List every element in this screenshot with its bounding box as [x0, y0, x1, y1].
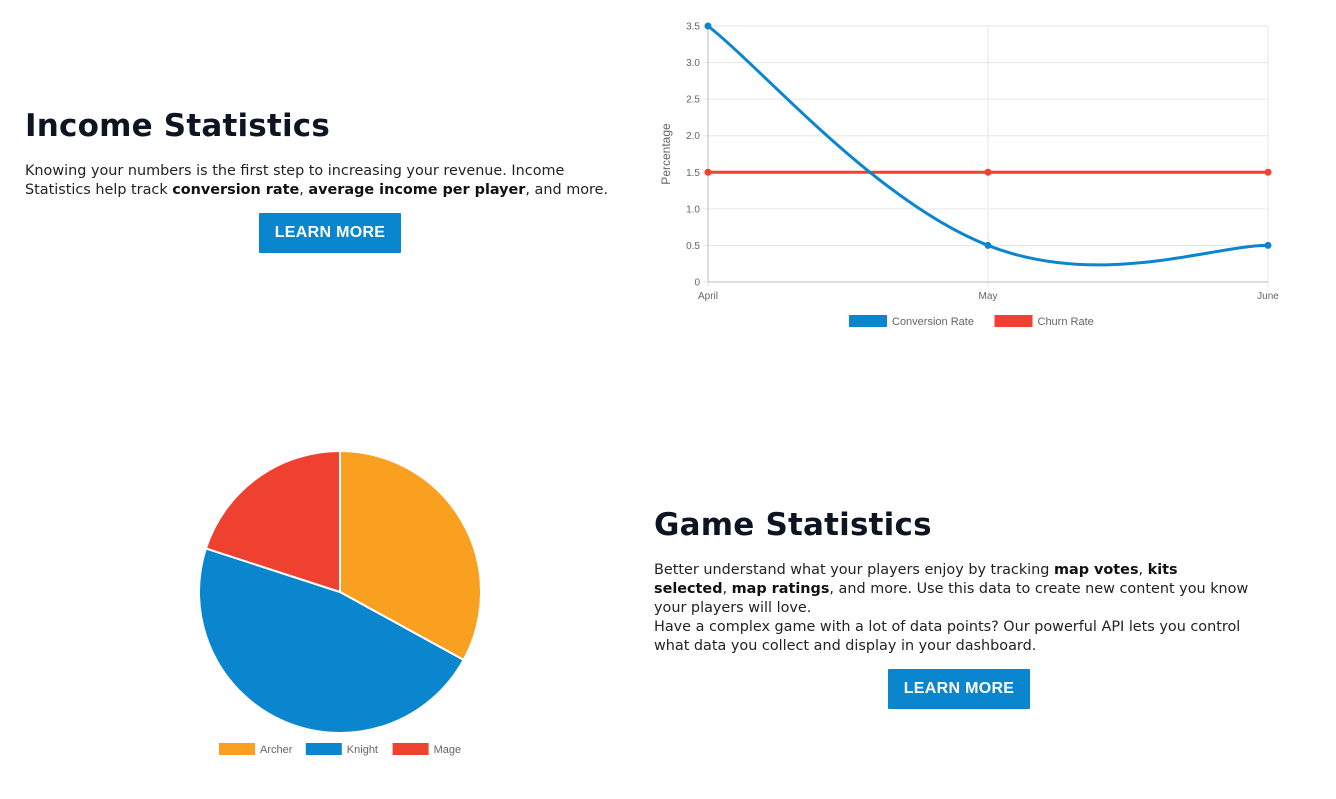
pie-slice-archer	[339, 449, 482, 662]
legend-swatch-knight	[305, 743, 342, 755]
y-tick-label: 3.5	[686, 22, 700, 33]
income-learn-more-button[interactable]: LEARN MORE	[259, 213, 401, 253]
legend-label-mage: Mage	[434, 744, 462, 756]
y-tick-label: 1.5	[686, 168, 700, 179]
x-tick-label: June	[1257, 291, 1279, 302]
income-bold-conversion: conversion rate	[172, 182, 300, 198]
data-point-churn-rate	[984, 168, 992, 176]
game-description-1: Better understand what your players enjo…	[654, 562, 1249, 616]
legend-label-knight: Knight	[347, 744, 378, 756]
data-point-churn-rate	[704, 168, 712, 176]
pie-slice-mage	[204, 449, 341, 594]
income-line-chart: 0 0.5 1.0 1.5 2.0 2.5 3.0 3.5 April May June Percen…	[659, 22, 1279, 329]
data-point-churn-rate	[1264, 168, 1272, 176]
legend-label-archer: Archer	[260, 744, 293, 756]
legend-swatch-churn-rate	[994, 315, 1033, 327]
y-tick-label: 0	[694, 278, 700, 289]
legend-swatch-conversion-rate	[849, 315, 887, 327]
income-bold-avg-income: average income per player	[308, 182, 526, 198]
x-tick-label: May	[979, 291, 998, 302]
x-tick-label: April	[698, 291, 718, 302]
data-point-conversion-rate	[1264, 241, 1272, 249]
y-tick-label: 1.0	[686, 204, 700, 215]
legend-swatch-archer	[219, 743, 255, 755]
legend-label-conversion-rate: Conversion Rate	[892, 316, 974, 328]
income-description: Knowing your numbers is the first step t…	[25, 163, 609, 198]
data-point-conversion-rate	[984, 241, 992, 249]
y-tick-label: 3.0	[686, 58, 700, 69]
data-point-conversion-rate	[704, 22, 712, 30]
game-pie-chart: Archer Knight Mage	[198, 449, 482, 756]
pie-slice-knight	[198, 547, 465, 734]
game-learn-more-button[interactable]: LEARN MORE	[888, 669, 1030, 709]
y-tick-label: 0.5	[686, 241, 700, 252]
game-bold-map-votes: map votes	[1054, 562, 1139, 578]
legend-swatch-mage	[392, 743, 429, 755]
y-tick-label: 2.0	[686, 131, 700, 142]
game-bold-map-ratings: map ratings	[731, 581, 830, 597]
income-title: Income Statistics	[25, 108, 331, 144]
game-description-2: Have a complex game with a lot of data p…	[654, 619, 1241, 654]
y-tick-label: 2.5	[686, 95, 700, 106]
game-title: Game Statistics	[654, 507, 932, 543]
legend-label-churn-rate: Churn Rate	[1038, 316, 1094, 328]
game-bold-kits-selected: kits selected	[654, 562, 1178, 597]
y-axis-label: Percentage	[659, 123, 673, 185]
